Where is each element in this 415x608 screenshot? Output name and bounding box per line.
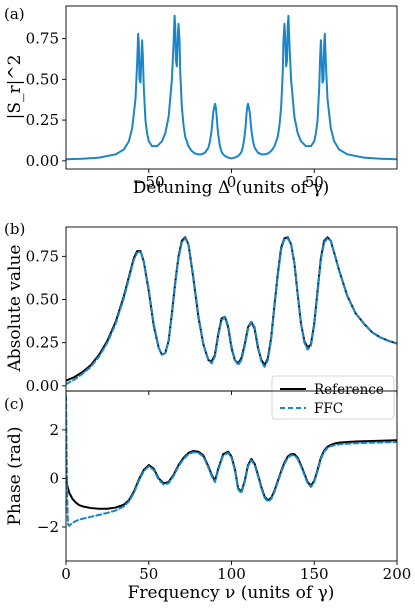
panel-2-series-reference <box>66 439 397 510</box>
panel-b: (b) 0.00 0.25 0.50 0.75 Absolute value Refe… <box>4 220 398 420</box>
panel-b-frame <box>65 226 398 392</box>
panel-a-ylabel: |S_r|^2 <box>5 55 25 120</box>
panel-b-ticks: 0.00 0.25 0.50 0.75 <box>26 247 398 395</box>
legend-ffc-label: FFC <box>314 401 343 417</box>
panel-b-label: (b) <box>4 220 25 238</box>
panel-2-xtick-label-4: 200 <box>383 565 412 583</box>
panel-0-ytick-label-2: 0.50 <box>26 70 59 88</box>
panel-a-frame <box>65 5 398 170</box>
legend: Reference FFC <box>271 375 395 420</box>
panel-0-ytick-label-3: 0.75 <box>26 30 59 48</box>
panel-2-xtick-label-0: 0 <box>61 565 71 583</box>
panel-0-ytick-label-1: 0.25 <box>26 111 59 129</box>
panel-c-lines <box>66 394 397 527</box>
legend-reference-label: Reference <box>314 382 384 398</box>
panel-c-frame <box>65 390 398 562</box>
panel-1-ytick-label-3: 0.75 <box>26 247 59 265</box>
panel-c-ylabel: Phase (rad) <box>5 426 25 525</box>
panel-0-xtick-label-1: 0 <box>227 173 237 191</box>
panel-2-xtick-label-1: 50 <box>139 565 158 583</box>
panel-a-xlabel: Detuning Δ (units of γ) <box>133 178 329 198</box>
panel-a-lines <box>66 14 397 161</box>
panel-c-label: (c) <box>4 395 24 413</box>
panel-2-series-ffc <box>66 394 397 527</box>
panel-1-ytick-label-1: 0.25 <box>26 334 59 352</box>
panel-2-xtick-label-2: 100 <box>217 565 246 583</box>
panel-c: (c) 0 50 100 150 200 −2 0 2 Frequency ν (units … <box>4 390 411 603</box>
panel-a-ticks: −50 0 50 0.00 0.25 0.50 0.75 <box>26 30 324 191</box>
panel-2-ytick-label-2: 2 <box>49 421 59 439</box>
panel-c-ticks: 0 50 100 150 200 −2 0 2 <box>37 421 411 583</box>
legend-box <box>271 375 395 420</box>
panel-1-ytick-label-0: 0.00 <box>26 377 59 395</box>
panel-0-series-0 <box>66 14 397 161</box>
panel-1-series-ffc <box>66 237 397 386</box>
panel-0-xtick-label-0: −50 <box>133 173 165 191</box>
panel-1-ytick-label-2: 0.50 <box>26 291 59 309</box>
panel-b-ylabel: Absolute value <box>5 245 25 373</box>
panel-c-xlabel: Frequency ν (units of γ) <box>128 583 335 603</box>
panel-a: (a) −50 0 50 0.00 0.25 0.50 0.75 Detuning Δ (u… <box>4 5 398 198</box>
panel-b-lines <box>66 236 397 386</box>
panel-0-ytick-label-0: 0.00 <box>26 152 59 170</box>
panel-0-xtick-label-2: 50 <box>305 173 324 191</box>
panel-2-xtick-label-3: 150 <box>300 565 329 583</box>
panel-1-series-reference <box>66 236 397 382</box>
panel-2-ytick-label-0: −2 <box>37 518 59 536</box>
panel-2-ytick-label-1: 0 <box>49 469 59 487</box>
panel-a-label: (a) <box>4 5 25 23</box>
